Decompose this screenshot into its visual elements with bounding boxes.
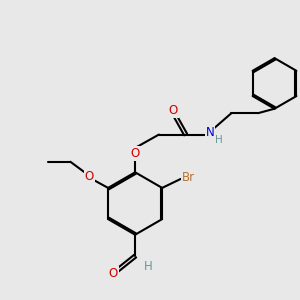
Text: O: O	[85, 170, 94, 183]
Text: H: H	[144, 260, 153, 273]
Text: N: N	[206, 126, 214, 139]
Text: O: O	[130, 147, 140, 161]
Text: O: O	[168, 104, 178, 117]
Text: H: H	[215, 135, 223, 145]
Text: Br: Br	[182, 171, 196, 184]
Text: O: O	[108, 267, 118, 280]
